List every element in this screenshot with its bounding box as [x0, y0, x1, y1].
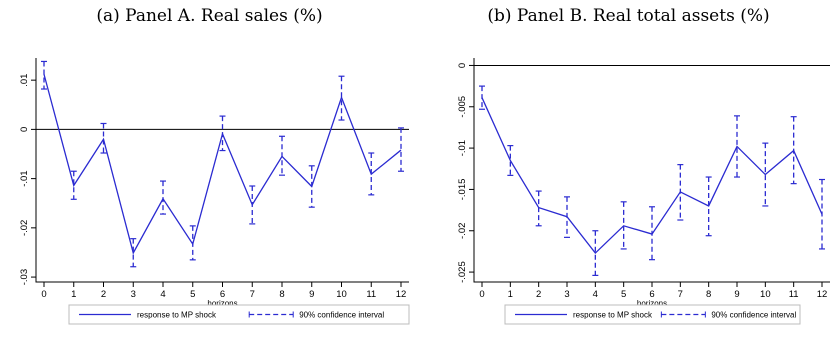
panel-a-x-tick-label: 8 [279, 289, 284, 300]
panel-b-legend-box [504, 304, 801, 325]
panel-b-x-tick-label: 10 [760, 289, 771, 300]
panel-b-y-tick-label: -.015 [457, 179, 468, 201]
panel-a-x-tick-label: 4 [160, 289, 165, 300]
panel-b-y-tick-label: -.005 [457, 96, 468, 118]
panel-a-legend-box [68, 304, 410, 325]
panel-a-x-axis-title: horizons [207, 299, 237, 308]
panel-b-x-tick-label: 2 [536, 289, 541, 300]
panel-a-x-tick-label: 6 [220, 289, 225, 300]
panel-a-legend-label-ci: 90% confidence interval [299, 311, 384, 320]
panel-b-x-tick-label: 12 [817, 289, 828, 300]
panel-a-x-tick-label: 7 [250, 289, 255, 300]
panel-b-x-tick-label: 6 [649, 289, 654, 300]
panel-a-legend-label-response: response to MP shock [137, 311, 217, 320]
panel-a-x-tick-label: 0 [41, 289, 46, 300]
panel-b-y-tick-label: 0 [457, 63, 468, 68]
panel-b-x-tick-label: 7 [678, 289, 683, 300]
panel-b-legend-label-response: response to MP shock [573, 311, 653, 320]
panel-a-x-tick-label: 2 [101, 289, 106, 300]
panel-b-x-tick-label: 8 [706, 289, 711, 300]
panel-b-x-tick-label: 0 [479, 289, 484, 300]
panel-a-x-tick-label: 11 [366, 289, 376, 300]
panel-b-legend-label-ci: 90% confidence interval [711, 311, 796, 320]
panel-a-y-tick-label: -.02 [19, 220, 30, 236]
panel-b-x-axis-title: horizons [637, 299, 667, 308]
panel-b-y-tick-label: -.01 [457, 140, 468, 156]
panel-a-x-tick-label: 5 [190, 289, 195, 300]
panel-a-title: (a) Panel A. Real sales (%) [96, 6, 323, 26]
panel-a-x-tick-label: 10 [336, 289, 347, 300]
panel-b-x-tick-label: 9 [734, 289, 739, 300]
panel-b-y-tick-label: -.025 [457, 261, 468, 283]
panel-b-y-tick-label: -.02 [457, 223, 468, 239]
panel-a-y-tick-label: -.03 [19, 269, 30, 285]
panel-a-y-tick-label: -.01 [19, 170, 30, 186]
panel-b-x-tick-label: 1 [508, 289, 513, 300]
panel-b-response-line [481, 97, 823, 255]
panel-a-response-line [43, 74, 402, 255]
panel-b-x-tick-label: 5 [621, 289, 626, 300]
panel-a-y-tick-label: 0 [19, 127, 30, 132]
panel-a-x-tick-label: 12 [396, 289, 407, 300]
panel-a-x-tick-label: 1 [71, 289, 76, 300]
panel-a-x-tick-label: 3 [131, 289, 136, 300]
panel-b-title: (b) Panel B. Real total assets (%) [487, 6, 770, 26]
panel-b-x-tick-label: 11 [789, 289, 799, 300]
panel-b-x-tick-label: 3 [564, 289, 569, 300]
panel-a-x-tick-label: 9 [309, 289, 314, 300]
panel-b-x-tick-label: 4 [593, 289, 598, 300]
panel-a-y-tick-label: .01 [19, 74, 30, 87]
